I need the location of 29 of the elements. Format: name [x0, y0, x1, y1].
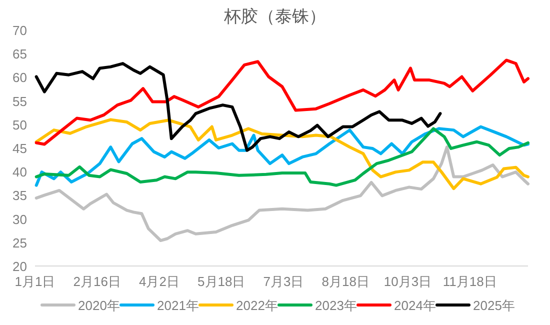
- legend-label: 2021年: [157, 298, 199, 313]
- legend-label: 2022年: [236, 298, 278, 313]
- x-tick-label: 4月2日: [139, 274, 180, 289]
- y-tick-label: 20: [12, 259, 27, 274]
- legend-label: 2020年: [78, 298, 120, 313]
- y-tick-label: 55: [12, 94, 27, 109]
- y-tick-label: 35: [12, 188, 27, 204]
- legend-label: 2024年: [394, 298, 436, 313]
- y-tick-label: 25: [12, 235, 27, 250]
- x-tick-label: 5月18日: [198, 274, 246, 289]
- y-tick-label: 65: [12, 46, 27, 62]
- y-tick-label: 30: [12, 212, 27, 227]
- y-tick-label: 60: [12, 70, 27, 86]
- chart-title: 杯胶（泰铢）: [223, 7, 326, 26]
- y-tick-label: 45: [12, 141, 27, 156]
- legend-label: 2023年: [315, 298, 357, 313]
- x-tick-label: 10月3日: [384, 274, 432, 289]
- legend-label: 2025年: [473, 298, 515, 313]
- line-series: [34, 58, 530, 146]
- line-series: [34, 146, 530, 242]
- x-tick-label: 1月1日: [14, 274, 56, 289]
- x-tick-label: 8月18日: [322, 274, 370, 289]
- y-tick-label: 70: [12, 23, 27, 38]
- x-tick-label: 2月16日: [73, 274, 121, 289]
- y-tick-label: 40: [12, 164, 27, 180]
- x-tick-label: 11月18日: [442, 274, 497, 289]
- line-series: [34, 62, 442, 152]
- x-tick-label: 7月3日: [263, 274, 304, 289]
- y-tick-label: 50: [12, 117, 27, 132]
